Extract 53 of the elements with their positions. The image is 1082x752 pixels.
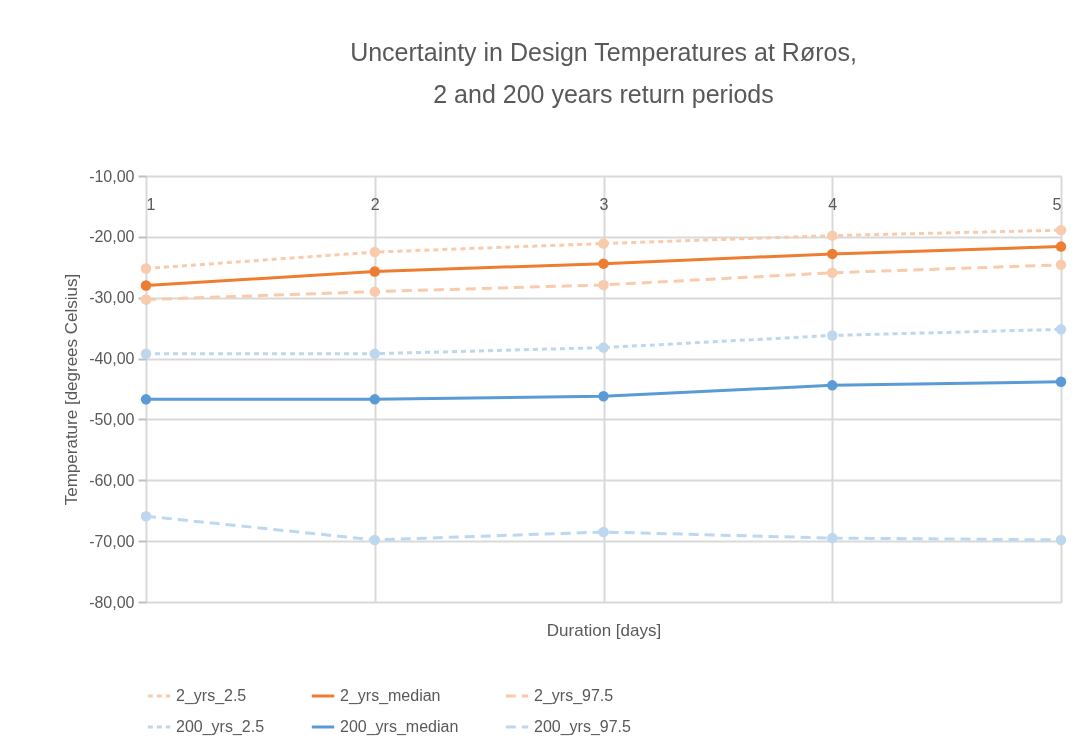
point bbox=[1055, 241, 1067, 252]
x-tick-label: 1 bbox=[146, 195, 156, 213]
point bbox=[598, 258, 609, 269]
point bbox=[1055, 224, 1067, 236]
point bbox=[598, 526, 609, 538]
y-axis-title: Temperature [degrees Celsius] bbox=[62, 273, 82, 506]
point bbox=[140, 394, 152, 405]
point bbox=[140, 510, 152, 522]
point bbox=[369, 534, 380, 546]
x-tick-label: 2 bbox=[370, 195, 380, 213]
y-tick-label: -40,00 bbox=[89, 350, 135, 368]
x-tick-label: 3 bbox=[599, 195, 609, 213]
legend-label: 200_yrs_2.5 bbox=[176, 718, 265, 736]
point bbox=[827, 330, 838, 341]
point bbox=[827, 248, 838, 260]
x-tick-label: 5 bbox=[1052, 195, 1062, 213]
point bbox=[369, 286, 380, 297]
legend-label: 2_yrs_median bbox=[340, 687, 441, 705]
point bbox=[827, 267, 838, 278]
point bbox=[369, 348, 380, 359]
x-axis-title: Duration [days] bbox=[546, 620, 662, 640]
legend-label: 2_yrs_97.5 bbox=[534, 687, 614, 705]
point bbox=[827, 532, 838, 544]
point bbox=[369, 246, 380, 258]
point bbox=[598, 342, 609, 353]
point bbox=[1055, 376, 1067, 387]
point bbox=[140, 348, 152, 359]
y-tick-label: -30,00 bbox=[89, 289, 135, 307]
point bbox=[598, 238, 609, 249]
point bbox=[827, 380, 838, 391]
legend-label: 2_yrs_2.5 bbox=[176, 687, 247, 705]
y-tick-label: -10,00 bbox=[89, 167, 135, 185]
point bbox=[1055, 534, 1067, 546]
point bbox=[369, 394, 380, 405]
point bbox=[827, 230, 838, 241]
y-tick-label: -80,00 bbox=[89, 593, 135, 611]
y-tick-label: -70,00 bbox=[89, 532, 135, 550]
text: 2 and 200 years return periods bbox=[433, 80, 774, 108]
point bbox=[1055, 324, 1067, 335]
point bbox=[140, 294, 152, 305]
point bbox=[598, 391, 609, 402]
y-tick-label: -20,00 bbox=[89, 228, 135, 246]
point bbox=[140, 280, 152, 291]
point bbox=[1055, 259, 1067, 271]
legend-label: 200_yrs_97.5 bbox=[534, 718, 632, 736]
x-tick-label: 4 bbox=[828, 195, 838, 213]
point bbox=[369, 266, 380, 277]
point bbox=[140, 263, 152, 274]
legend-label: 200_yrs_median bbox=[340, 718, 459, 736]
y-tick-label: -50,00 bbox=[89, 410, 135, 428]
point bbox=[598, 279, 609, 291]
y-tick-label: -60,00 bbox=[89, 471, 135, 489]
text: Uncertainty in Design Temperatures at Røros, bbox=[350, 38, 857, 66]
